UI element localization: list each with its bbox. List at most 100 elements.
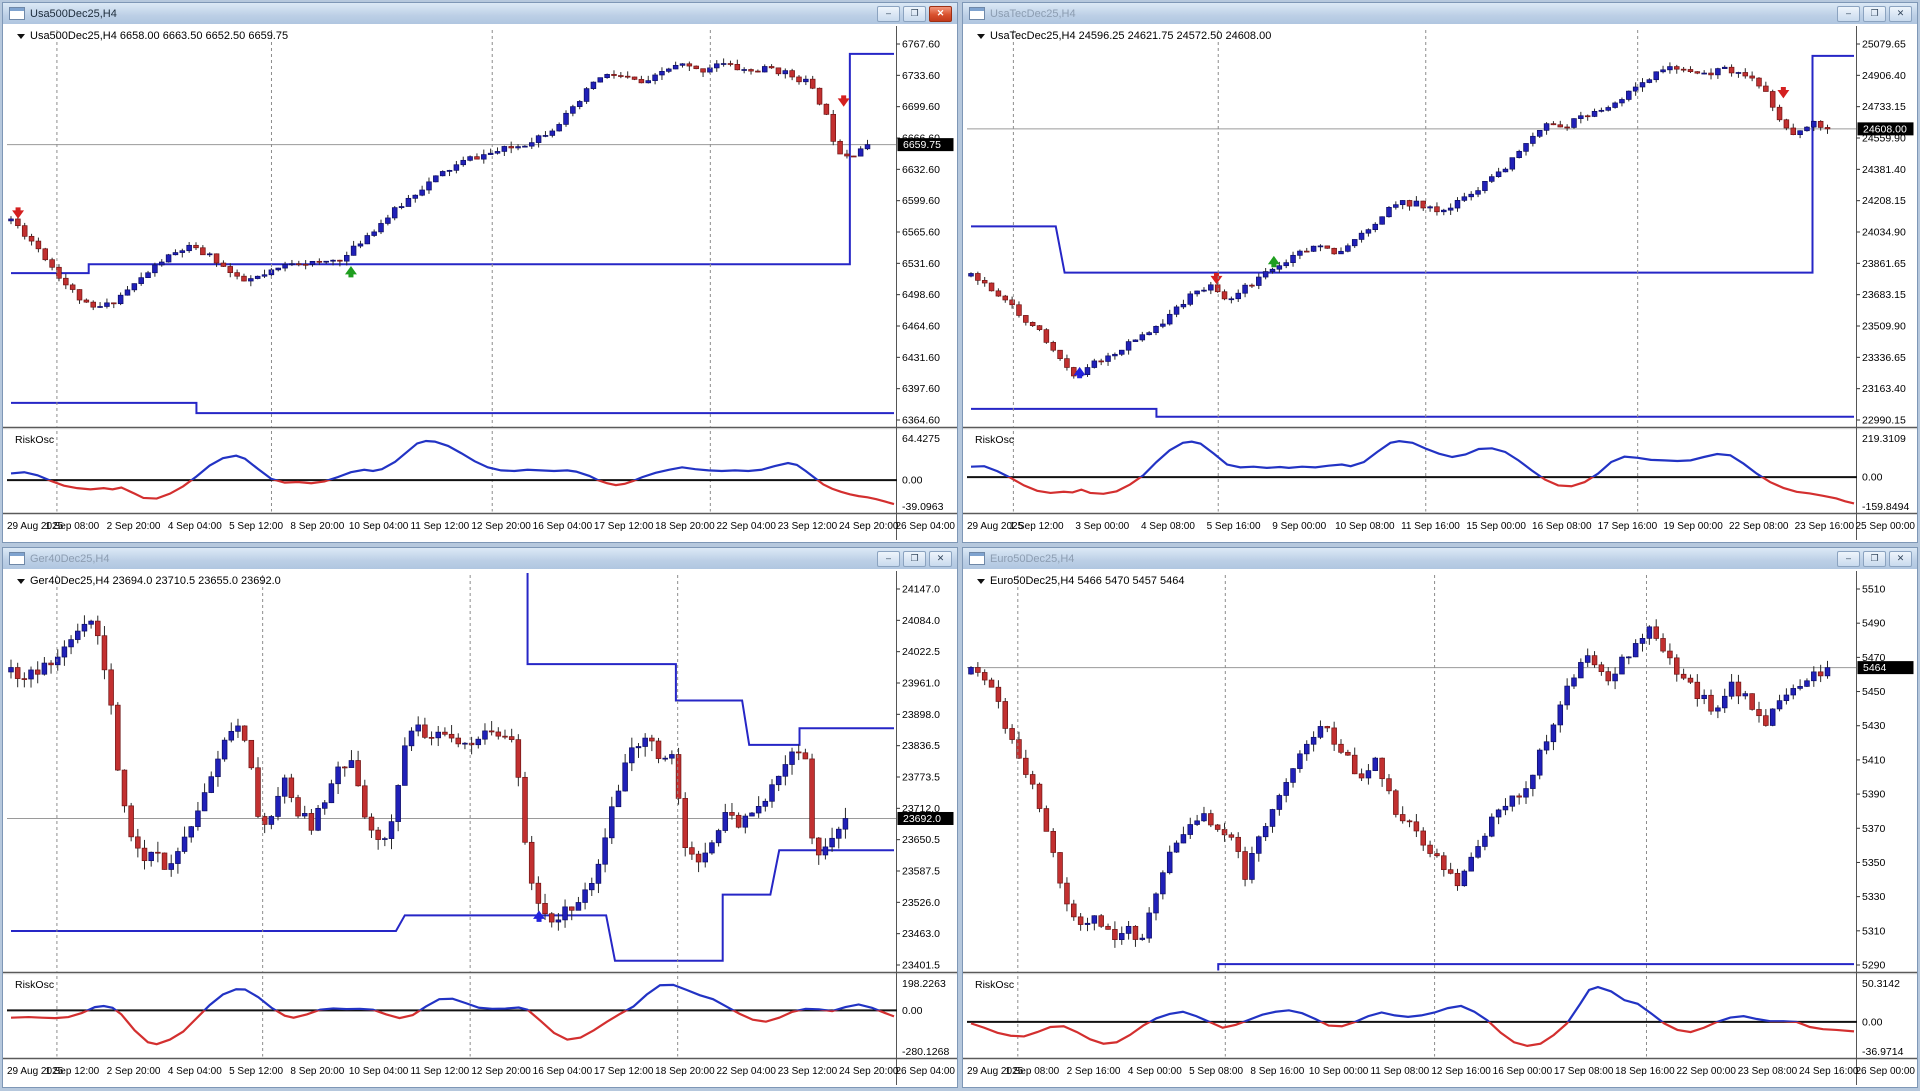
close-icon[interactable]: ✕ (929, 550, 952, 567)
svg-text:8 Sep 20:00: 8 Sep 20:00 (290, 1066, 344, 1077)
svg-text:22 Sep 00:00: 22 Sep 00:00 (1676, 1066, 1736, 1077)
minimize-icon[interactable]: – (1837, 5, 1860, 22)
svg-text:23 Sep 12:00: 23 Sep 12:00 (778, 521, 838, 532)
close-icon[interactable]: ✕ (1889, 550, 1912, 567)
chart-area[interactable]: 24147.0 24084.0 24022.5 23961.0 23898.0 23836… (3, 569, 957, 1087)
risk-oscillator: RiskOsc 64.4275 0.00 -39.0963 (7, 433, 944, 513)
step-line-0 (11, 52, 894, 275)
svg-text:16 Sep 00:00: 16 Sep 00:00 (1493, 1066, 1553, 1077)
chart-window-titlebar[interactable]: Ger40Dec25,H4 – ❐ ✕ (3, 548, 957, 570)
candles (8, 615, 849, 931)
svg-text:1 Sep 12:00: 1 Sep 12:00 (45, 1066, 99, 1077)
chart-svg-Ger40Dec25[interactable]: 24147.0 24084.0 24022.5 23961.0 23898.0 23836… (3, 569, 957, 1087)
chart-area[interactable]: 6767.606733.606699.606666.606632.606599.… (3, 24, 957, 542)
sell-arrow-icon (837, 95, 850, 107)
svg-text:1 Sep 12:00: 1 Sep 12:00 (1010, 521, 1064, 532)
minimize-icon[interactable]: – (1837, 550, 1860, 567)
oscillator-label: RiskOsc (15, 979, 54, 991)
chart-window-title: Usa500Dec25,H4 (30, 7, 117, 20)
svg-text:5430: 5430 (1862, 720, 1886, 732)
symbol-info[interactable]: Ger40Dec25,H4 23694.0 23710.5 23655.0 23… (17, 575, 281, 587)
svg-text:UsaTecDec25,H4 24596.25 24621: UsaTecDec25,H4 24596.25 24621.75 24572.5… (990, 30, 1271, 42)
oscillator-label: RiskOsc (975, 979, 1014, 991)
svg-text:4 Sep 00:00: 4 Sep 00:00 (1128, 1066, 1182, 1077)
svg-text:6397.60: 6397.60 (902, 383, 940, 395)
svg-text:29 Aug 2025: 29 Aug 2025 (7, 521, 64, 532)
restore-icon[interactable]: ❐ (903, 5, 926, 22)
restore-icon[interactable]: ❐ (903, 550, 926, 567)
svg-text:23587.5: 23587.5 (902, 866, 940, 878)
chart-area[interactable]: 5510 5490 5470 5450 5430 5410 5390 5370 5350 5330… (963, 569, 1917, 1087)
symbol-info[interactable]: Euro50Dec25,H4 5466 5470 5457 5464 (977, 575, 1185, 587)
main-plot[interactable] (967, 54, 1857, 418)
svg-text:16 Sep 04:00: 16 Sep 04:00 (533, 521, 593, 532)
svg-text:23 Sep 08:00: 23 Sep 08:00 (1738, 1066, 1798, 1077)
svg-text:24022.5: 24022.5 (902, 646, 940, 658)
svg-text:15 Sep 00:00: 15 Sep 00:00 (1466, 521, 1526, 532)
svg-text:-159.8494: -159.8494 (1862, 501, 1909, 513)
svg-text:23650.5: 23650.5 (902, 834, 940, 846)
week-separators (56, 30, 711, 512)
svg-text:0.00: 0.00 (1862, 1016, 1883, 1028)
restore-icon[interactable]: ❐ (1863, 550, 1886, 567)
main-plot[interactable] (967, 619, 1857, 984)
svg-text:0.00: 0.00 (902, 475, 923, 487)
chart-svg-Euro50Dec25[interactable]: 5510 5490 5470 5450 5430 5410 5390 5370 5350 5330… (963, 569, 1917, 1087)
svg-text:8 Sep 20:00: 8 Sep 20:00 (290, 521, 344, 532)
svg-text:23 Sep 16:00: 23 Sep 16:00 (1795, 521, 1855, 532)
svg-text:0.00: 0.00 (902, 1005, 923, 1017)
chevron-down-icon (17, 34, 25, 39)
svg-text:22 Sep 04:00: 22 Sep 04:00 (716, 521, 776, 532)
svg-text:22990.15: 22990.15 (1862, 415, 1906, 427)
svg-text:17 Sep 16:00: 17 Sep 16:00 (1598, 521, 1658, 532)
price-axis[interactable]: 6767.606733.606699.606666.606632.606599.… (896, 39, 954, 427)
price-axis[interactable]: 24147.0 24084.0 24022.5 23961.0 23898.0 23836… (896, 584, 954, 972)
restore-icon[interactable]: ❐ (1863, 5, 1886, 22)
symbol-info[interactable]: UsaTecDec25,H4 24596.25 24621.75 24572.5… (977, 30, 1271, 42)
chart-area[interactable]: 25079.65 24906.40 24733.15 24559.90 24381.40… (963, 24, 1917, 542)
minimize-icon[interactable]: – (877, 550, 900, 567)
step-line-1 (11, 401, 894, 415)
svg-text:12 Sep 20:00: 12 Sep 20:00 (471, 521, 531, 532)
chart-window-titlebar[interactable]: Euro50Dec25,H4 – ❐ ✕ (963, 548, 1917, 570)
svg-text:-39.0963: -39.0963 (902, 501, 944, 513)
price-axis[interactable]: 5510 5490 5470 5450 5430 5410 5390 5370 5350 5330… (1856, 584, 1914, 972)
svg-text:5470: 5470 (1862, 652, 1886, 664)
chart-window-ger40: Ger40Dec25,H4 – ❐ ✕ 24147.0 24084.0 24022.… (2, 547, 958, 1088)
svg-text:4 Sep 04:00: 4 Sep 04:00 (168, 1066, 222, 1077)
svg-text:11 Sep 16:00: 11 Sep 16:00 (1401, 521, 1460, 532)
svg-text:5350: 5350 (1862, 857, 1886, 869)
buy-arrow-icon (1267, 255, 1280, 268)
svg-text:5370: 5370 (1862, 823, 1886, 835)
svg-text:6364.60: 6364.60 (902, 415, 940, 427)
main-plot[interactable] (7, 52, 897, 415)
chart-svg-UsaTecDec25[interactable]: 25079.65 24906.40 24733.15 24559.90 24381.40… (963, 24, 1917, 542)
svg-text:0.00: 0.00 (1862, 472, 1883, 484)
week-separators (1012, 30, 1639, 512)
svg-text:24 Sep 20:00: 24 Sep 20:00 (839, 1066, 899, 1077)
svg-text:1 Sep 08:00: 1 Sep 08:00 (45, 521, 99, 532)
main-plot[interactable] (7, 569, 897, 962)
price-axis[interactable]: 25079.65 24906.40 24733.15 24559.90 24381.40… (1856, 39, 1914, 427)
svg-text:3 Sep 00:00: 3 Sep 00:00 (1075, 521, 1129, 532)
chart-icon (9, 552, 25, 565)
minimize-icon[interactable]: – (877, 5, 900, 22)
chart-window-titlebar[interactable]: Usa500Dec25,H4 – ❐ ✕ (3, 3, 957, 25)
svg-text:2 Sep 20:00: 2 Sep 20:00 (107, 521, 161, 532)
symbol-info[interactable]: Usa500Dec25,H4 6658.00 6663.50 6652.50 6… (17, 30, 288, 42)
close-icon[interactable]: ✕ (1889, 5, 1912, 22)
close-icon[interactable]: ✕ (929, 5, 952, 22)
risk-oscillator: RiskOsc 198.2263 0.00 -280.1268 (7, 978, 949, 1058)
step-line-1 (971, 407, 1854, 418)
chart-svg-Usa500Dec25[interactable]: 6767.606733.606699.606666.606632.606599.… (3, 24, 957, 542)
chart-window-titlebar[interactable]: UsaTecDec25,H4 – ❐ ✕ (963, 3, 1917, 25)
svg-text:23898.0: 23898.0 (902, 709, 940, 721)
svg-text:50.3142: 50.3142 (1862, 978, 1900, 990)
svg-text:23509.90: 23509.90 (1862, 321, 1906, 333)
chevron-down-icon (17, 579, 25, 584)
